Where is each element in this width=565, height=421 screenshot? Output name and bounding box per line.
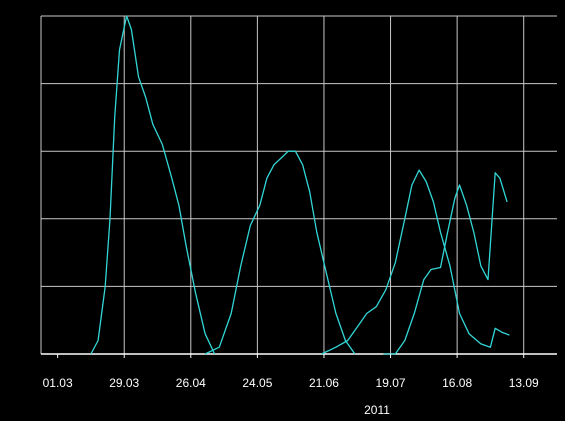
x-tick-label: 21.06: [309, 376, 339, 390]
x-tick-label: 26.04: [176, 376, 206, 390]
series-line-4: [383, 172, 508, 355]
plot-area: [41, 16, 557, 354]
x-tick-label: 16.08: [442, 376, 472, 390]
x-axis-year-label: 2011: [364, 403, 390, 417]
x-tick-label: 19.07: [376, 376, 406, 390]
x-axis: 01.03 29.03 26.04 24.05 21.06 19.07 16.08 13.09: [43, 354, 539, 390]
x-tick-label: 01.03: [43, 376, 73, 390]
x-tick-label: 29.03: [109, 376, 139, 390]
x-tick-label: 13.09: [509, 376, 539, 390]
series-line-2: [204, 150, 356, 355]
series-layer: [90, 15, 510, 355]
grid: [40, 15, 557, 355]
x-tick-label: 24.05: [242, 376, 272, 390]
series-line-3: [321, 169, 510, 355]
series-line-1: [90, 15, 216, 355]
